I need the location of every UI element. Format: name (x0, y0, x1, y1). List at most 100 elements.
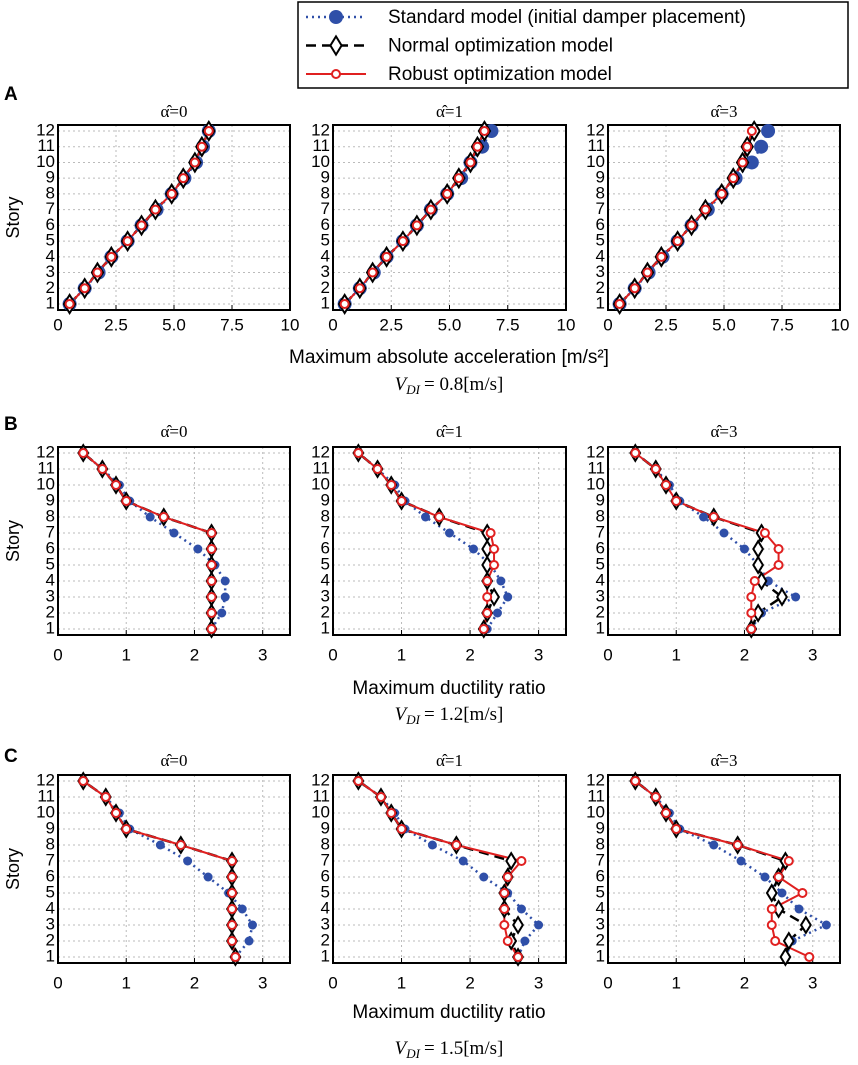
x-tick-label: 10 (557, 315, 576, 334)
y-tick-label: 11 (312, 786, 330, 805)
y-tick-label: 5 (321, 554, 330, 573)
y-tick-label: 1 (596, 293, 605, 312)
marker-standard (794, 904, 804, 914)
marker-standard (744, 155, 759, 170)
marker-standard (516, 904, 526, 914)
series-line (82, 780, 237, 958)
marker-robust (106, 251, 117, 262)
marker-robust (196, 141, 207, 152)
panel-title: α̂=1 (436, 751, 463, 770)
y-tick-label: 6 (46, 538, 55, 557)
marker-robust (434, 512, 445, 522)
y-tick-label: 8 (321, 183, 330, 202)
marker-robust (489, 544, 500, 554)
y-tick-label: 11 (587, 786, 605, 805)
series-line (68, 130, 210, 305)
marker-robust (425, 204, 436, 215)
marker-robust (178, 173, 189, 184)
marker-robust (671, 824, 682, 834)
y-tick-label: 4 (46, 246, 55, 265)
y-tick-label: 12 (311, 442, 330, 461)
marker-robust (396, 496, 407, 506)
marker-standard (155, 840, 165, 850)
marker-standard (739, 544, 749, 554)
marker-robust (206, 576, 217, 586)
marker-robust (122, 236, 133, 247)
y-tick-label: 1 (596, 618, 605, 637)
series-line (618, 130, 753, 305)
marker-robust (661, 808, 671, 818)
x-tick-label: 1 (397, 645, 406, 664)
y-tick-label: 1 (46, 946, 55, 965)
x-tick-label: 0 (328, 973, 337, 992)
panel-letter: B (4, 414, 18, 435)
marker-standard (736, 856, 746, 866)
y-axis-label: Story (3, 520, 23, 562)
y-tick-label: 11 (37, 786, 55, 805)
marker-robust (686, 220, 697, 231)
marker-robust (451, 840, 462, 850)
marker-normal (512, 915, 525, 935)
x-tick-label: 2.5 (104, 315, 128, 334)
y-tick-label: 5 (46, 882, 55, 901)
marker-robust (64, 299, 75, 309)
marker-robust (121, 824, 132, 834)
marker-standard (237, 904, 247, 914)
legend-label: Robust optimization model (388, 64, 612, 85)
x-tick-label: 7.5 (220, 315, 244, 334)
x-tick-label: 7.5 (770, 315, 794, 334)
y-tick-label: 1 (596, 946, 605, 965)
marker-robust (746, 592, 757, 602)
series-line (343, 130, 486, 305)
y-tick-label: 7 (321, 522, 330, 541)
marker-robust (759, 528, 770, 538)
x-tick-label: 3 (808, 973, 817, 992)
marker-robust (100, 792, 111, 802)
marker-robust (386, 480, 397, 490)
x-axis-label: Maximum absolute acceleration [m/s²] (289, 347, 609, 368)
marker-standard (203, 872, 213, 882)
plot-frame (332, 446, 567, 636)
marker-robust (614, 299, 625, 309)
marker-standard (719, 528, 729, 538)
marker-robust (78, 448, 89, 458)
plot-frame (57, 124, 291, 311)
legend-label: Normal optimization model (388, 36, 613, 57)
marker-robust (150, 204, 161, 215)
x-axis-label: Maximum ductility ratio (352, 678, 545, 699)
marker-robust (206, 560, 217, 570)
marker-robust (499, 904, 510, 914)
y-tick-label: 2 (46, 930, 55, 949)
x-tick-label: 0 (603, 645, 612, 664)
marker-standard (492, 608, 502, 618)
marker-standard (761, 124, 776, 138)
marker-normal (765, 883, 778, 903)
y-tick-label: 10 (36, 802, 55, 821)
marker-robust (381, 251, 392, 262)
y-tick-label: 1 (321, 946, 330, 965)
marker-robust (166, 188, 177, 199)
series-line (357, 452, 510, 630)
annotation-var: V (395, 704, 409, 725)
x-tick-label: 5.0 (162, 315, 186, 334)
marker-robust (111, 808, 121, 818)
marker-robust (766, 904, 777, 914)
plot-frame (332, 774, 567, 964)
series-line (634, 780, 810, 958)
y-tick-label: 8 (596, 834, 605, 853)
annotation-sub: DI (405, 1046, 420, 1061)
y-tick-label: 2 (321, 602, 330, 621)
marker-robust (189, 157, 200, 168)
marker-robust (804, 952, 815, 962)
marker-robust (650, 792, 661, 802)
marker-robust (749, 576, 760, 586)
marker-robust (227, 888, 237, 898)
marker-standard (193, 544, 203, 554)
marker-standard (520, 936, 530, 946)
y-tick-label: 5 (596, 231, 605, 250)
marker-robust (783, 856, 794, 866)
y-tick-label: 9 (46, 818, 55, 837)
y-tick-label: 7 (46, 199, 55, 218)
marker-normal (752, 539, 765, 559)
marker-normal (776, 587, 788, 607)
